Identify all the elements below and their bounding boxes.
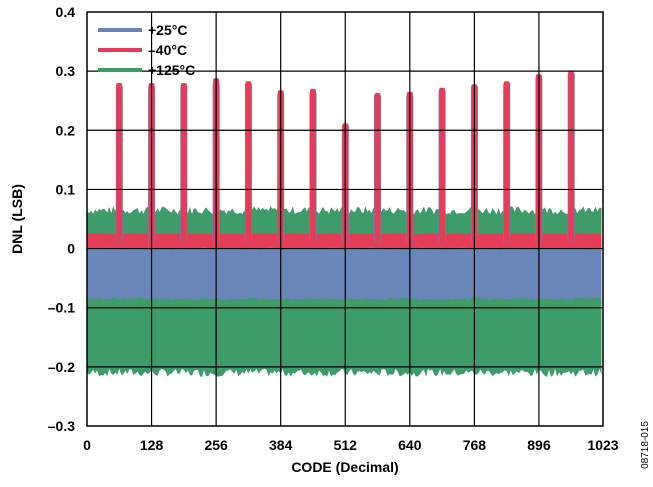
spike-minus40c-192 <box>180 83 187 243</box>
legend: +25°C –40°C +125°C <box>98 22 195 78</box>
y-tick-label: 0.2 <box>56 122 76 138</box>
spike-minus40c-320 <box>245 81 252 243</box>
y-tick-label: 0.1 <box>56 181 76 197</box>
legend-label: –40°C <box>148 42 187 58</box>
spike-minus40c-960 <box>568 71 575 243</box>
grid-lines <box>87 12 603 426</box>
legend-label: +125°C <box>148 62 195 78</box>
x-tick-label: 896 <box>527 437 551 453</box>
y-tick-label: –0.3 <box>48 418 75 434</box>
y-tick-labels: 0.4 0.3 0.2 0.1 0 –0.1 –0.2 –0.3 <box>48 4 75 434</box>
spike-minus40c-448 <box>310 88 316 243</box>
x-tick-label: 512 <box>334 437 358 453</box>
band-plus25c <box>87 247 602 301</box>
x-tick-label: 128 <box>140 437 164 453</box>
spike-minus40c-704 <box>439 87 446 243</box>
y-tick-label: 0 <box>67 241 75 257</box>
plot-frame <box>86 11 604 427</box>
y-tick-label: 0.3 <box>56 63 76 79</box>
spike-minus40c-832 <box>503 81 510 243</box>
x-tick-label: 256 <box>204 437 228 453</box>
x-tick-label: 640 <box>398 437 422 453</box>
x-tick-label: 0 <box>83 437 91 453</box>
y-axis-title: DNL (LSB) <box>9 184 25 254</box>
figure-id: 08718-015 <box>640 421 651 469</box>
x-tick-label: 1023 <box>587 437 618 453</box>
y-tick-label: –0.1 <box>48 300 75 316</box>
x-tick-label: 384 <box>269 437 293 453</box>
y-tick-label: –0.2 <box>48 359 75 375</box>
spike-minus40c-64 <box>116 83 123 243</box>
x-axis-title: CODE (Decimal) <box>291 459 398 475</box>
y-tick-label: 0.4 <box>56 4 76 20</box>
x-tick-labels: 0 128 256 384 512 640 768 896 1023 <box>83 437 619 453</box>
legend-label: +25°C <box>148 22 187 38</box>
x-tick-label: 768 <box>463 437 487 453</box>
spike-minus40c-576 <box>374 93 381 243</box>
